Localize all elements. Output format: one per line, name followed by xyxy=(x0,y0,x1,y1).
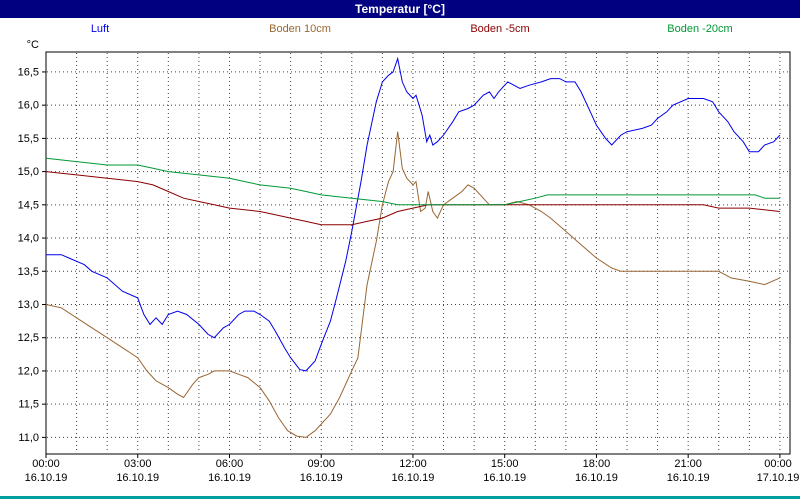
series-line-boden--20cm xyxy=(45,157,780,206)
x-tick-time: 12:00 xyxy=(399,458,427,470)
x-tick-time: 21:00 xyxy=(674,458,702,470)
chart-legend: Luft Boden 10cm Boden -5cm Boden -20cm xyxy=(0,18,800,40)
y-tick-label: 14,0 xyxy=(18,233,39,245)
y-tick-label: 14,5 xyxy=(18,199,39,211)
chart-title: Temperatur [°C] xyxy=(355,2,445,16)
series-line-boden--5cm xyxy=(45,171,780,226)
y-tick-label: 13,0 xyxy=(18,299,39,311)
chart-area: 16,5 16,0 15,5 15,0 14,5 14,0 13,5 13,0 12,5 12,0… xyxy=(0,40,800,492)
temperature-chart: 16,5 16,0 15,5 15,0 14,5 14,0 13,5 13,0 12,5 12,0… xyxy=(18,40,800,484)
x-tick-time: 00:00 xyxy=(764,458,792,470)
legend-item-boden-10cm: Boden 10cm xyxy=(269,23,331,35)
y-tick-label: 13,5 xyxy=(18,266,39,278)
legend-item-luft: Luft xyxy=(90,23,110,35)
x-tick-time: 18:00 xyxy=(583,458,611,470)
y-tick-label: 11,0 xyxy=(18,432,39,444)
x-tick-date: 17.10.19 xyxy=(757,472,800,484)
y-tick-label: 12,0 xyxy=(18,365,39,377)
y-axis-unit: °C xyxy=(27,40,39,51)
footer-strip xyxy=(0,496,800,499)
x-tick-time: 00:00 xyxy=(32,458,60,470)
x-tick-date: 16.10.19 xyxy=(116,472,159,484)
y-tick-label: 11,5 xyxy=(18,399,39,411)
y-tick-label: 15,5 xyxy=(18,133,39,145)
series-line-luft xyxy=(46,56,781,372)
series-line-boden-10cm xyxy=(45,131,781,438)
x-tick-date: 16.10.19 xyxy=(25,472,68,484)
y-tick-label: 16,0 xyxy=(18,100,39,112)
chart-title-bar: Temperatur [°C] xyxy=(0,0,800,18)
x-tick-time: 03:00 xyxy=(124,458,152,470)
x-tick-date: 16.10.19 xyxy=(667,472,710,484)
legend-item-boden-minus20cm: Boden -20cm xyxy=(667,23,733,35)
x-tick-time: 09:00 xyxy=(307,458,335,470)
x-tick-date: 16.10.19 xyxy=(208,472,251,484)
legend-item-boden-minus5cm: Boden -5cm xyxy=(470,23,530,35)
x-tick-date: 16.10.19 xyxy=(300,472,343,484)
y-tick-label: 15,0 xyxy=(18,166,39,178)
x-tick-date: 16.10.19 xyxy=(483,472,526,484)
x-tick-time: 06:00 xyxy=(216,458,244,470)
x-tick-date: 16.10.19 xyxy=(392,472,435,484)
y-tick-label: 16,5 xyxy=(18,66,39,78)
x-tick-time: 15:00 xyxy=(491,458,519,470)
y-tick-label: 12,5 xyxy=(18,332,39,344)
x-tick-date: 16.10.19 xyxy=(575,472,618,484)
plot-border xyxy=(45,51,791,455)
